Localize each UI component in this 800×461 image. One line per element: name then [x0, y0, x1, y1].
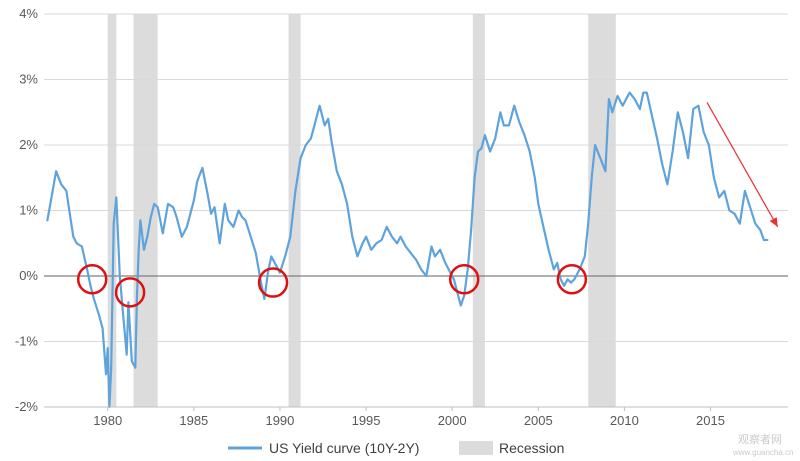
inversion-circle-3 — [257, 267, 289, 298]
y-tick-label: 2% — [19, 137, 38, 152]
x-tick-label: 2000 — [438, 413, 467, 428]
y-tick-label: 4% — [19, 6, 38, 21]
series-layer — [46, 91, 769, 409]
x-tick-label: 2005 — [524, 413, 553, 428]
y-tick-label: 0% — [19, 268, 38, 283]
x-tick-label: 1980 — [93, 413, 122, 428]
inversion-circle-4 — [448, 264, 480, 295]
series-line-1 — [46, 91, 769, 409]
watermark: 观察者网 www.guancha.cn — [732, 432, 793, 457]
annotations — [76, 102, 779, 308]
x-tick-label: 1990 — [265, 413, 294, 428]
x-tick-label: 2010 — [610, 413, 639, 428]
watermark-url: www.guancha.cn — [732, 448, 793, 457]
legend-recession-label: Recession — [499, 440, 564, 456]
y-tick-label: 3% — [19, 72, 38, 87]
trend-arrow-line — [706, 102, 779, 228]
y-tick-label: 1% — [19, 203, 38, 218]
y-tick-label: -1% — [15, 334, 39, 349]
watermark-logo-text: 观察者网 — [738, 432, 782, 446]
inversion-circle-5 — [556, 264, 588, 295]
x-tick-label: 1995 — [352, 413, 381, 428]
axis-labels: -2% -1% 0% 1% 2% 3% 4% 1980 1985 1990 1995 2000 2005… — [15, 6, 788, 428]
legend-series-label: US Yield curve (10Y-2Y) — [269, 440, 419, 456]
inversion-circle-1 — [76, 264, 108, 295]
inversion-circle-2 — [114, 277, 146, 308]
legend-recession-swatch — [459, 441, 493, 455]
y-tick-label: -2% — [15, 399, 39, 414]
x-tick-label: 2015 — [696, 413, 725, 428]
trend-arrow-head — [769, 217, 778, 227]
legend: US Yield curve (10Y-2Y) Recession — [228, 440, 564, 456]
x-tick-label: 1985 — [179, 413, 208, 428]
